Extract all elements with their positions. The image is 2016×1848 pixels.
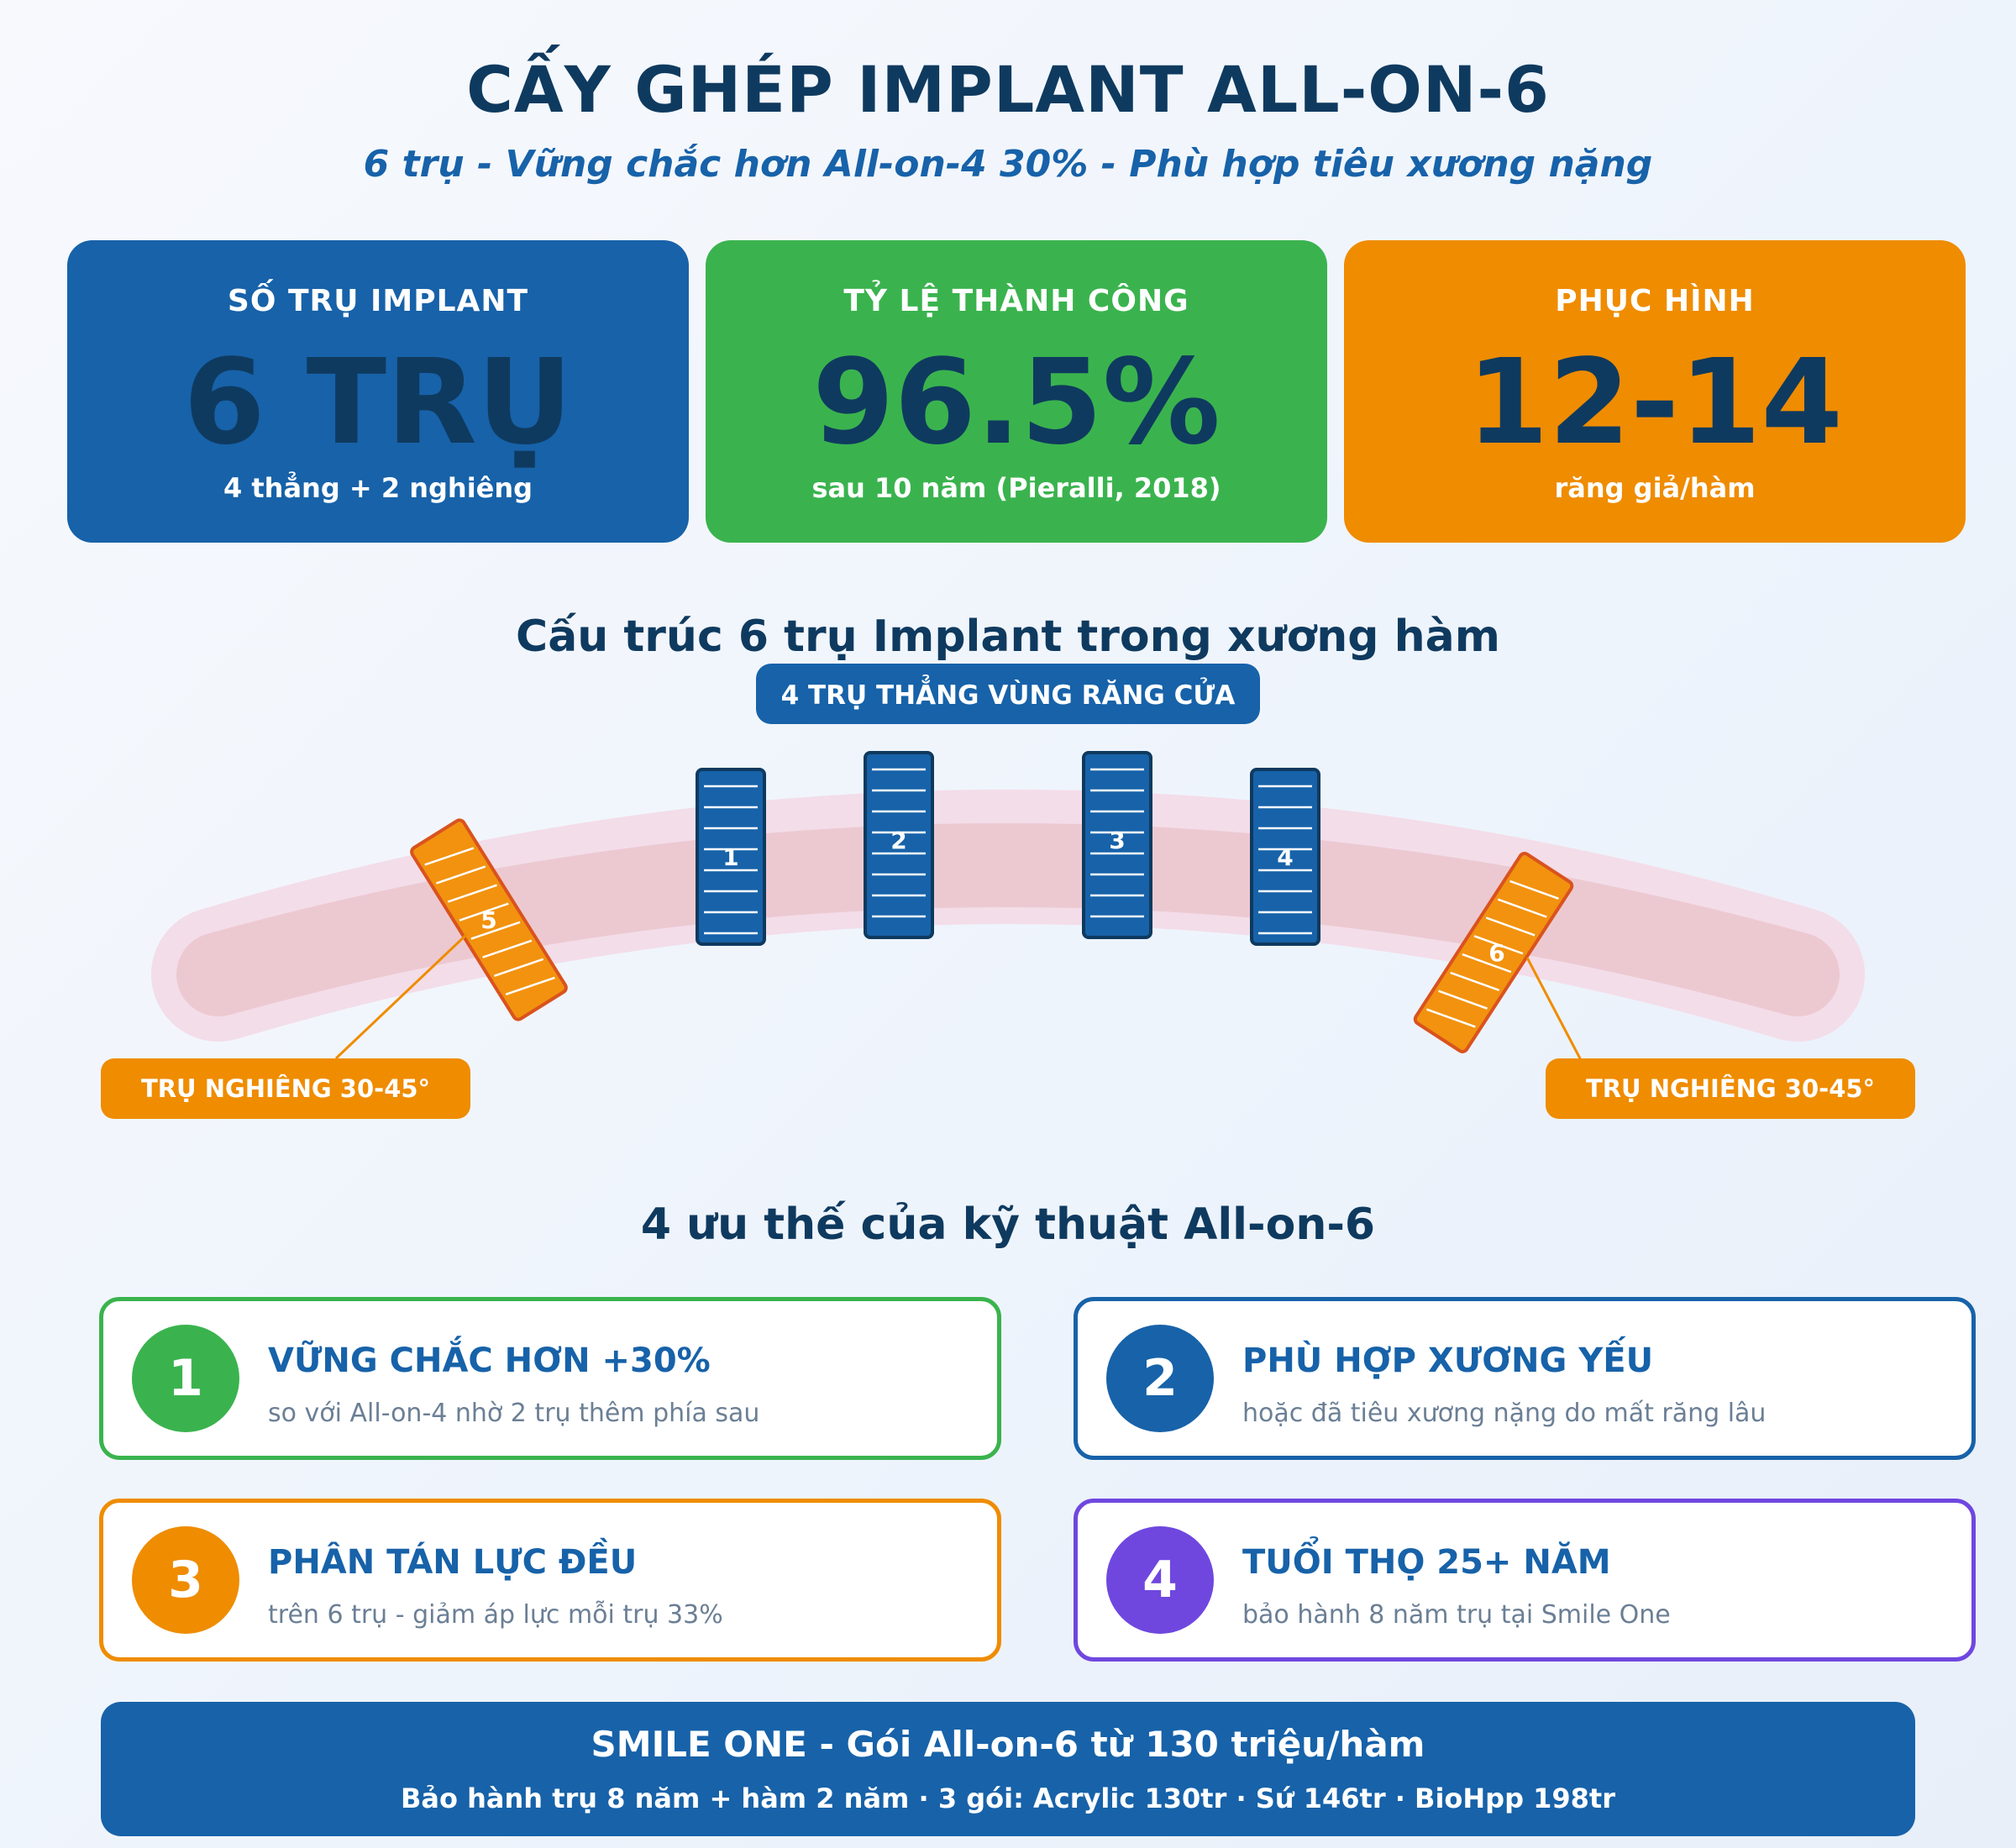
implant-number: 3 [1109, 827, 1125, 854]
advantage-title: VỮNG CHẮC HƠN +30% [268, 1341, 711, 1380]
implant-5-tilted [410, 818, 568, 1021]
advantage-number-badge: 4 [1106, 1526, 1214, 1634]
footer-banner: SMILE ONE - Gói All-on-6 từ 130 triệu/hà… [101, 1702, 1915, 1836]
advantage-title: PHÙ HỢP XƯƠNG YẾU [1242, 1341, 1654, 1380]
advantage-card-force-distribution: 3 PHÂN TÁN LỰC ĐỀU trên 6 trụ - giảm áp … [99, 1499, 1001, 1662]
page-subtitle: 6 trụ - Vững chắc hơn All-on-4 30% - Phù… [363, 143, 1653, 186]
stat-card-restoration: PHỤC HÌNH 12-14 răng giả/hàm [1344, 240, 1966, 543]
tilted-label-right-badge: TRỤ NGHIÊNG 30-45° [1546, 1058, 1915, 1119]
stat-note: 4 thẳng + 2 nghiêng [223, 472, 533, 504]
implant-3: 3 [1082, 751, 1152, 939]
leader-line-left [334, 932, 469, 1060]
stat-label: PHỤC HÌNH [1555, 284, 1755, 318]
tilted-label-left-badge: TRỤ NGHIÊNG 30-45° [101, 1058, 470, 1119]
implant-number: 1 [722, 843, 738, 871]
advantage-number-badge: 2 [1106, 1325, 1214, 1432]
advantage-card-weak-bone: 2 PHÙ HỢP XƯƠNG YẾU hoặc đã tiêu xương n… [1074, 1297, 1976, 1460]
advantage-description: so với All-on-4 nhờ 2 trụ thêm phía sau [268, 1399, 760, 1428]
implant-6-tilted [1413, 852, 1574, 1053]
tilted-label-left: TRỤ NGHIÊNG 30-45° [141, 1074, 430, 1103]
implant-number: 6 [1488, 939, 1504, 967]
implant-number: 4 [1277, 843, 1293, 871]
implant-number: 2 [890, 827, 906, 854]
advantage-title: PHÂN TÁN LỰC ĐỀU [268, 1543, 638, 1582]
front-label-badge: 4 TRỤ THẲNG VÙNG RĂNG CỬA [756, 664, 1260, 724]
stat-label: TỶ LỆ THÀNH CÔNG [843, 284, 1189, 318]
diagram-title: Cấu trúc 6 trụ Implant trong xương hàm [516, 612, 1500, 662]
implant-number: 5 [480, 906, 496, 934]
footer-title: SMILE ONE - Gói All-on-6 từ 130 triệu/hà… [591, 1724, 1425, 1765]
footer-details: Bảo hành trụ 8 năm + hàm 2 năm · 3 gói: … [401, 1782, 1615, 1814]
implant-1: 1 [696, 768, 766, 946]
advantage-description: bảo hành 8 năm trụ tại Smile One [1242, 1600, 1671, 1630]
advantage-number-badge: 1 [132, 1325, 239, 1432]
implant-2: 2 [864, 751, 934, 939]
stat-note: sau 10 năm (Pieralli, 2018) [811, 472, 1221, 504]
tilted-label-right: TRỤ NGHIÊNG 30-45° [1586, 1074, 1875, 1103]
advantage-card-lifespan: 4 TUỔI THỌ 25+ NĂM bảo hành 8 năm trụ tạ… [1074, 1499, 1976, 1662]
stat-value: 96.5% [812, 334, 1221, 471]
advantage-number-badge: 3 [132, 1526, 239, 1634]
stat-note: răng giả/hàm [1554, 472, 1756, 504]
front-label: 4 TRỤ THẲNG VÙNG RĂNG CỬA [781, 675, 1236, 711]
advantage-description: hoặc đã tiêu xương nặng do mất răng lâu [1242, 1399, 1767, 1428]
stat-value: 12-14 [1467, 334, 1843, 471]
stat-card-implant-count: SỐ TRỤ IMPLANT 6 TRỤ 4 thẳng + 2 nghiêng [67, 240, 689, 543]
leader-line-right [1525, 957, 1583, 1061]
stat-label: SỐ TRỤ IMPLANT [227, 284, 529, 318]
page-title: CẤY GHÉP IMPLANT ALL-ON-6 [466, 52, 1550, 127]
advantages-title: 4 ưu thế của kỹ thuật All-on-6 [640, 1200, 1376, 1250]
advantage-description: trên 6 trụ - giảm áp lực mỗi trụ 33% [268, 1600, 723, 1630]
implant-diagram: 4 TRỤ THẲNG VÙNG RĂNG CỬA 1 2 3 [101, 664, 1915, 1119]
implant-4: 4 [1250, 768, 1320, 946]
advantage-card-stability: 1 VỮNG CHẮC HƠN +30% so với All-on-4 nhờ… [99, 1297, 1001, 1460]
stat-value: 6 TRỤ [183, 334, 573, 471]
advantage-title: TUỔI THỌ 25+ NĂM [1242, 1543, 1611, 1582]
stat-card-success-rate: TỶ LỆ THÀNH CÔNG 96.5% sau 10 năm (Piera… [706, 240, 1327, 543]
